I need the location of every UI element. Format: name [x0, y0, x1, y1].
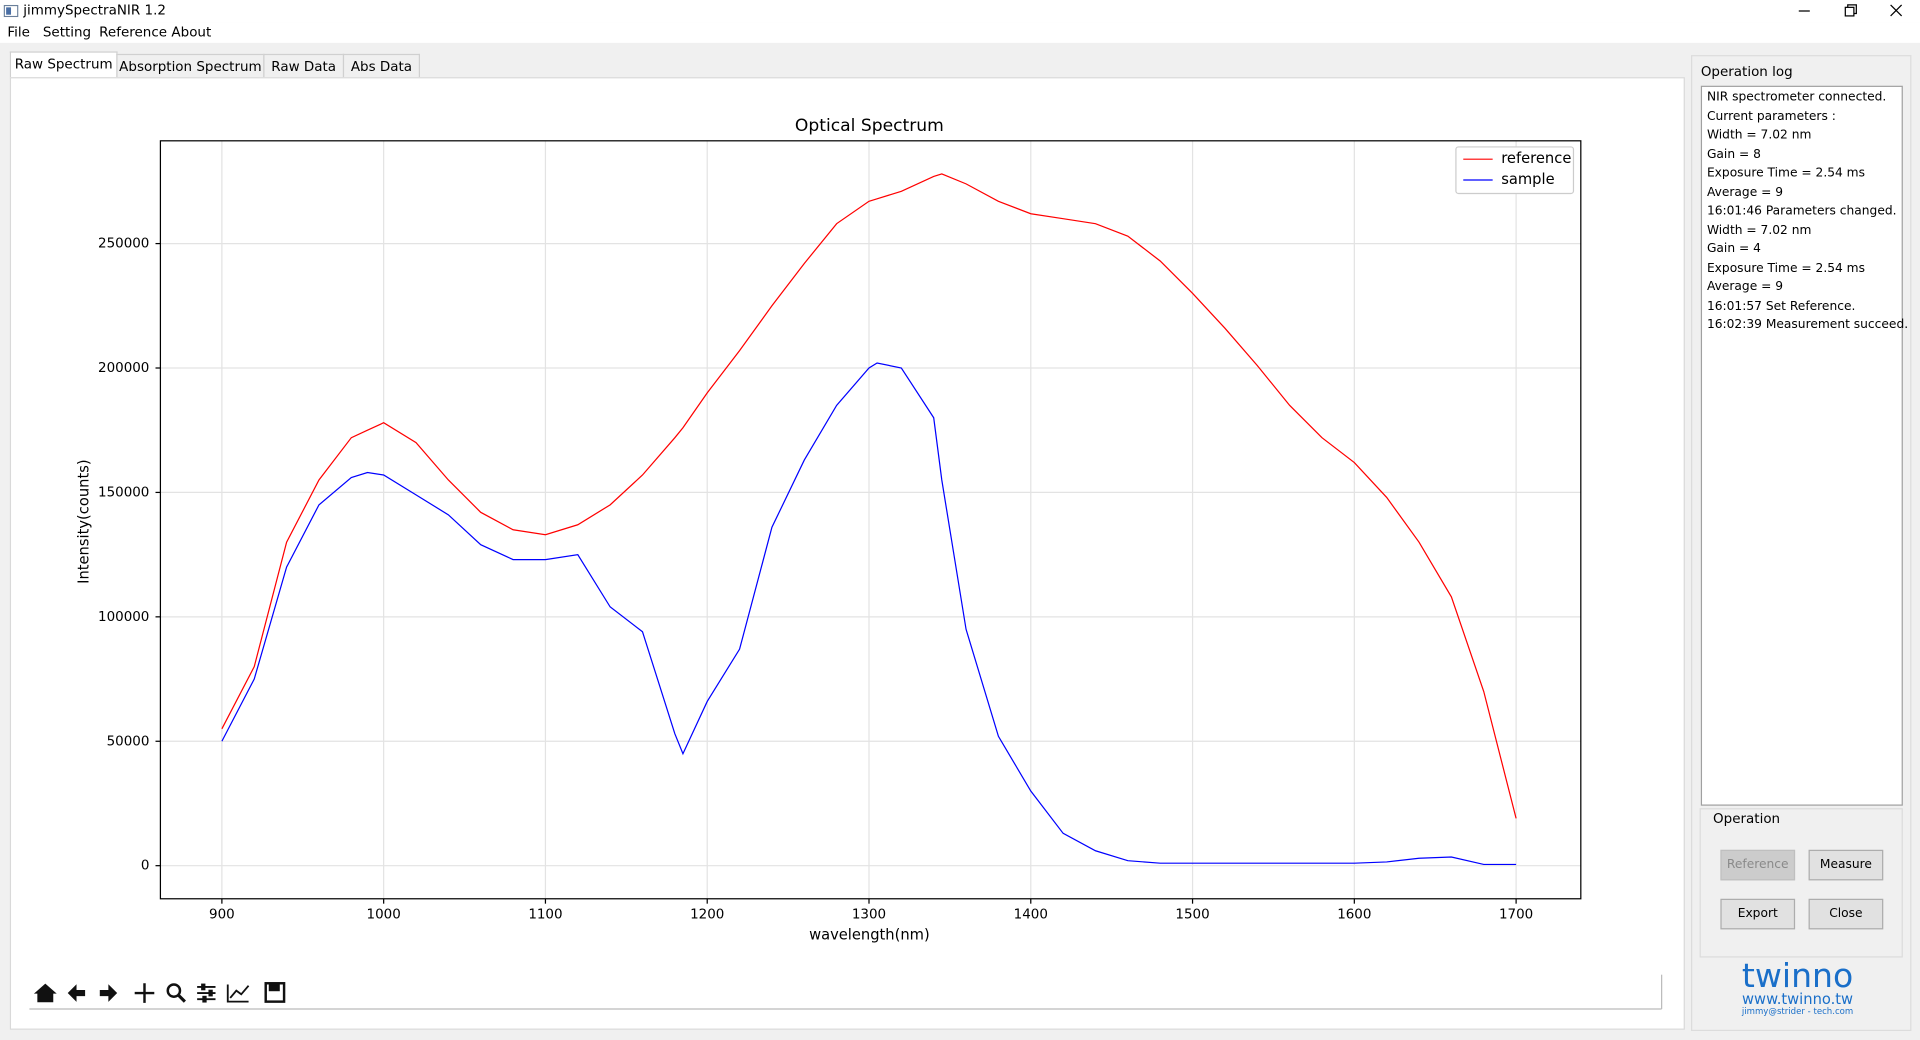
configure-button[interactable] — [197, 983, 216, 1003]
window-title: jimmySpectraNIR 1.2 — [23, 2, 166, 19]
operation-log-group — [1691, 55, 1912, 1032]
menu-item[interactable]: Setting — [42, 24, 92, 41]
menu-item[interactable]: Reference — [99, 24, 168, 41]
restore-button[interactable] — [1844, 4, 1857, 17]
plot-frame — [159, 140, 1582, 900]
legend-label: reference — [1501, 150, 1571, 167]
x-tick-label: 1600 — [1337, 908, 1371, 923]
y-tick-label: 150000 — [98, 485, 149, 500]
logo-url: www.twinno.tw — [1742, 990, 1854, 1008]
y-tick-label: 100000 — [98, 610, 149, 625]
log-line: 16:01:46 Parameters changed. — [1706, 204, 1897, 218]
operation-group — [1699, 808, 1903, 958]
menu-item[interactable]: About — [171, 24, 212, 41]
app-icon — [3, 4, 19, 18]
x-tick-label: 1400 — [1014, 908, 1048, 923]
export-button[interactable]: Export — [1720, 898, 1796, 930]
y-axis-label: Intensity(counts) — [75, 459, 92, 583]
series-line — [221, 173, 1517, 819]
x-tick-label: 1500 — [1175, 908, 1209, 923]
log-line: 16:01:57 Set Reference. — [1706, 299, 1856, 313]
x-tick-label: 1000 — [367, 908, 401, 923]
menu-bar: File Setting Reference About — [0, 22, 1920, 43]
x-tick-label: 1200 — [690, 908, 724, 923]
close-button[interactable] — [1890, 4, 1903, 17]
chart-title: Optical Spectrum — [795, 116, 944, 136]
y-tick-label: 50000 — [107, 734, 150, 749]
tab[interactable]: Abs Data — [342, 53, 420, 79]
forward-button[interactable] — [99, 984, 118, 1002]
menu-item[interactable]: File — [7, 24, 30, 41]
measure-button[interactable]: Measure — [1808, 849, 1884, 881]
logo-name: twinno — [1741, 957, 1854, 996]
title-bar: jimmySpectraNIR 1.2 — [0, 0, 1920, 23]
log-line: Gain = 8 — [1706, 147, 1761, 162]
log-line: Gain = 4 — [1706, 242, 1761, 256]
log-line: NIR spectrometer connected. — [1706, 90, 1887, 105]
back-button[interactable] — [67, 984, 86, 1002]
window-controls — [1798, 4, 1903, 17]
x-tick-label: 1100 — [528, 908, 562, 923]
log-line: Average = 9 — [1706, 280, 1784, 294]
toolbar — [33, 982, 286, 1003]
log-line: Width = 7.02 nm — [1706, 223, 1812, 237]
log-line: Current parameters : — [1706, 109, 1836, 124]
series-line — [221, 362, 1517, 866]
close-button[interactable]: Close — [1808, 898, 1884, 930]
tab-panel — [9, 77, 1685, 1030]
zoom-button[interactable] — [166, 983, 186, 1003]
tab[interactable]: Raw Data — [263, 53, 345, 79]
log-line: Average = 9 — [1706, 185, 1784, 199]
log-line: Exposure Time = 2.54 ms — [1706, 166, 1865, 180]
legend-label: sample — [1501, 171, 1554, 188]
log-box: NIR spectrometer connected. Current param… — [1700, 85, 1908, 806]
logo-contact: jimmy@strider - tech.com — [1741, 1006, 1854, 1017]
x-tick-label: 1300 — [852, 908, 886, 923]
y-tick-label: 0 — [141, 859, 150, 874]
log-line: Exposure Time = 2.54 ms — [1706, 261, 1865, 275]
group-title: Operation log — [1700, 63, 1793, 80]
pan-button[interactable] — [134, 983, 155, 1003]
x-axis-label: wavelength(nm) — [809, 927, 930, 944]
group-title: Operation — [1710, 810, 1783, 827]
y-tick-label: 200000 — [98, 361, 149, 376]
log-line: Width = 7.02 nm — [1706, 128, 1812, 143]
x-tick-label: 900 — [209, 908, 235, 923]
home-button[interactable] — [33, 983, 57, 1003]
save-button[interactable] — [264, 982, 286, 1003]
edit-axis-button[interactable] — [226, 984, 250, 1003]
log-line: 16:02:39 Measurement succeed. — [1706, 318, 1909, 332]
reference-button: Reference — [1720, 849, 1796, 881]
tab[interactable]: Raw Spectrum — [9, 51, 118, 79]
y-tick-label: 250000 — [98, 237, 149, 252]
tab[interactable]: Absorption Spectrum — [116, 53, 265, 79]
x-tick-label: 1700 — [1499, 908, 1533, 923]
